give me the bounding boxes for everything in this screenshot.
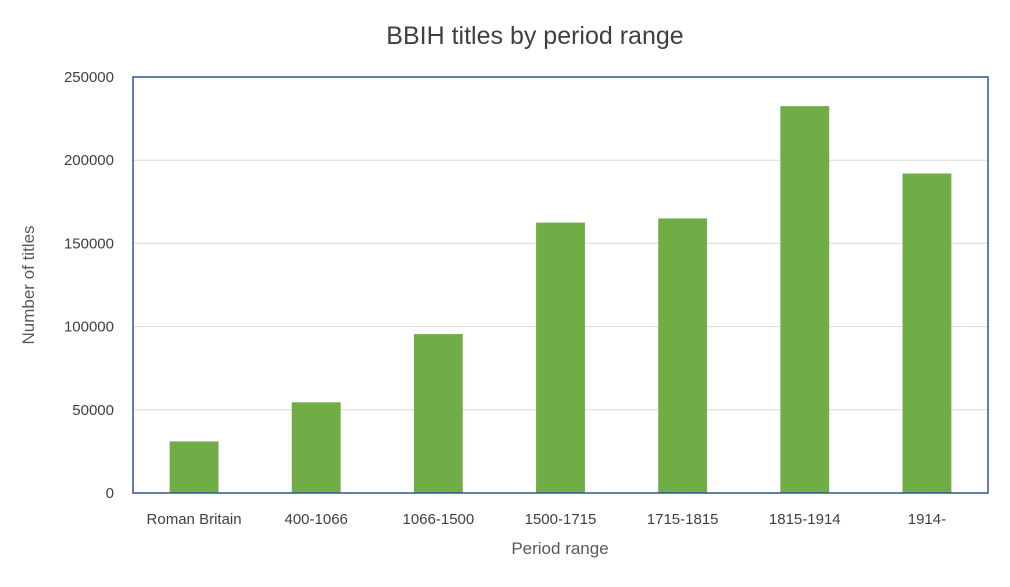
bars <box>169 106 952 494</box>
x-tick-label: Roman Britain <box>147 511 242 528</box>
y-axis-title: Number of titles <box>19 225 38 344</box>
x-tick-label: 400-1066 <box>285 511 348 528</box>
x-tick-label: 1914- <box>908 511 946 528</box>
bar-1914 <box>902 173 952 493</box>
chart-title: BBIH titles by period range <box>386 22 683 50</box>
x-tick-label: 1715-1815 <box>647 511 719 528</box>
y-tick-label: 50000 <box>72 402 114 419</box>
bar-1500-1715 <box>536 222 585 493</box>
x-tick-label: 1500-1715 <box>525 511 597 528</box>
plot-area-border <box>132 76 989 494</box>
bar-roman-britain <box>169 441 219 493</box>
bar-1715-1815 <box>658 218 708 493</box>
x-axis-tick-labels: Roman Britain 400-1066 1066-1500 1500-1715 1… <box>147 511 947 528</box>
y-tick-label: 100000 <box>64 319 114 336</box>
x-tick-label: 1066-1500 <box>402 511 474 528</box>
bar-400-1066 <box>291 402 341 493</box>
bar-1815-1914 <box>780 106 830 494</box>
y-tick-label: 250000 <box>64 69 114 86</box>
x-tick-label: 1815-1914 <box>769 511 841 528</box>
y-tick-label: 150000 <box>64 235 114 252</box>
y-tick-label: 200000 <box>64 152 114 169</box>
bar-1066-1500 <box>413 334 463 493</box>
y-axis-tick-labels: 0 50000 100000 150000 200000 250000 <box>64 69 114 502</box>
y-tick-label: 0 <box>106 485 114 502</box>
x-axis-title: Period range <box>511 539 608 558</box>
